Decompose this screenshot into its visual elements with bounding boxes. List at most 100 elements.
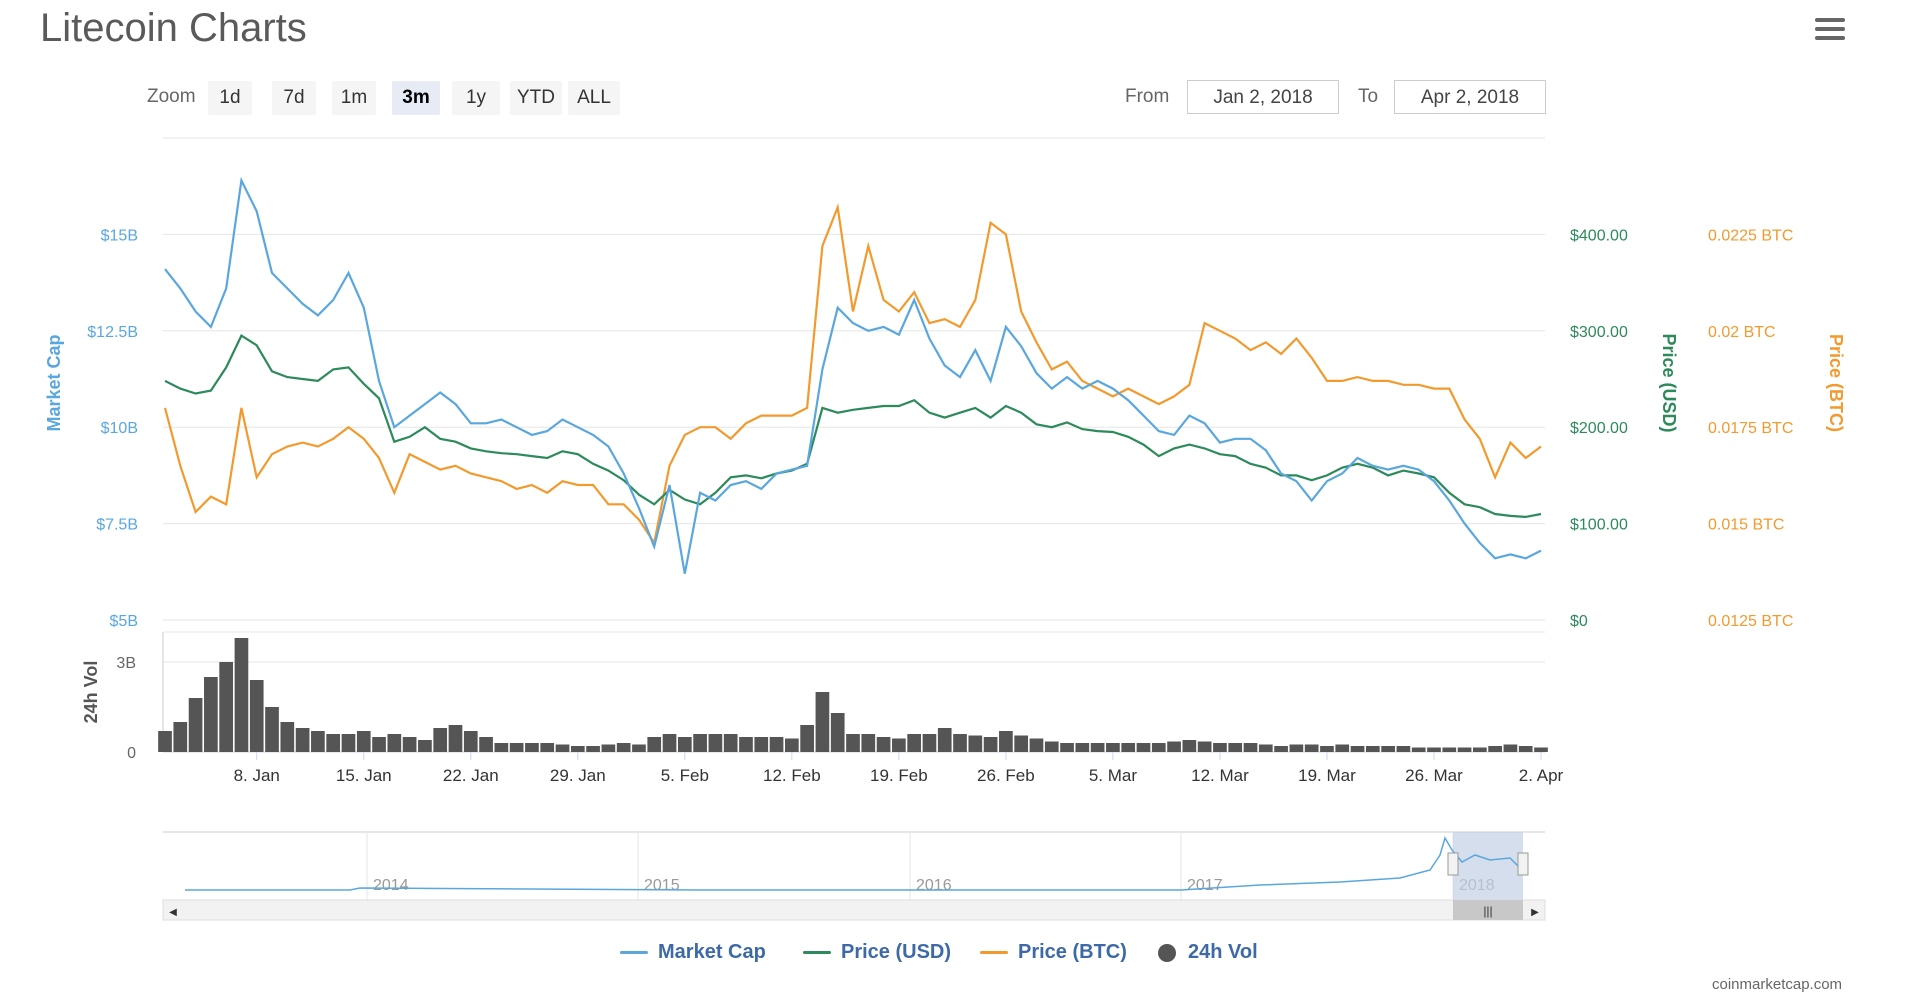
volume-bar — [922, 734, 937, 752]
volume-bar — [280, 722, 295, 752]
volume-bar — [785, 738, 799, 752]
volume-bar — [418, 740, 432, 752]
x-tick-label: 19. Mar — [1298, 766, 1356, 785]
x-tick-label: 26. Mar — [1405, 766, 1463, 785]
volume-bar — [356, 731, 371, 752]
volume-bar — [448, 725, 463, 752]
from-label: From — [1125, 86, 1170, 107]
volume-bar — [463, 731, 478, 752]
credit-link[interactable]: coinmarketcap.com — [1712, 976, 1843, 993]
y-tick-price-usd: $200.00 — [1570, 420, 1628, 437]
legend-price-usd-label: Price (USD) — [841, 941, 952, 963]
volume-bar — [1457, 747, 1472, 752]
volume-bar — [402, 737, 417, 752]
legend-volume-label: 24h Vol — [1188, 941, 1258, 963]
zoom-3m-button[interactable]: 3m — [392, 81, 440, 115]
legend-price-btc-label: Price (BTC) — [1018, 941, 1127, 963]
volume-bar — [830, 713, 845, 752]
volume-bar — [937, 728, 952, 752]
volume-bar — [1243, 743, 1258, 752]
zoom-7d-button[interactable]: 7d — [272, 81, 316, 115]
zoom-1d-button[interactable]: 1d — [208, 81, 252, 115]
to-date-input[interactable]: Apr 2, 2018 — [1394, 80, 1546, 114]
volume-bar — [295, 728, 310, 752]
x-tick-label: 22. Jan — [443, 766, 499, 785]
scrollbar-thumb — [1453, 900, 1523, 920]
zoom-all-button[interactable]: ALL — [568, 81, 620, 115]
volume-bar — [968, 735, 983, 752]
y-tick-price-usd: $300.00 — [1570, 324, 1628, 341]
volume-bar — [1136, 743, 1151, 752]
x-tick-label: 12. Mar — [1191, 766, 1249, 785]
volume-bar — [1289, 744, 1304, 752]
volume-bar — [861, 734, 876, 752]
zoom-ytd-button[interactable]: YTD — [510, 81, 562, 115]
volume-bar — [708, 734, 723, 752]
volume-bar — [158, 731, 172, 752]
volume-bar — [1320, 746, 1334, 752]
series-price-usd-line — [164, 334, 1542, 519]
y-axis-title-market-cap: Market Cap — [44, 334, 64, 431]
zoom-1y-button[interactable]: 1y — [452, 81, 500, 115]
legend-item-volume[interactable]: 24h Vol — [1158, 941, 1258, 964]
volume-bar — [234, 638, 249, 752]
navigator-series-line — [185, 836, 1523, 891]
navigator-selection — [1453, 832, 1523, 900]
y-axis-title-price-usd: Price (USD) — [1659, 333, 1679, 432]
volume-bar — [1304, 744, 1319, 752]
volume-bar — [1473, 747, 1487, 752]
volume-bar — [953, 734, 967, 752]
y-tick-market-cap: $15B — [101, 227, 138, 244]
volume-bar — [693, 734, 707, 752]
series-price-btc-line — [163, 203, 1542, 546]
volume-bar — [1350, 746, 1365, 752]
volume-bar — [1488, 746, 1502, 752]
y-tick-price-btc: 0.0125 BTC — [1708, 613, 1793, 630]
volume-bar — [1213, 743, 1227, 752]
y-tick-market-cap: $12.5B — [87, 324, 138, 341]
arrow-left-icon: ◀ — [169, 907, 177, 918]
volume-bar — [723, 734, 738, 752]
volume-bar — [1197, 741, 1212, 752]
volume-bar — [509, 743, 524, 752]
volume-bar — [1090, 743, 1105, 752]
volume-bar — [632, 744, 646, 752]
volume-bar — [311, 731, 325, 752]
volume-bar — [1228, 743, 1243, 752]
y-tick-price-usd: $100.00 — [1570, 517, 1628, 534]
volume-bar — [1503, 744, 1518, 752]
volume-bar — [907, 734, 921, 752]
legend-item-price-btc[interactable]: Price (BTC) — [980, 941, 1127, 964]
arrow-right-icon: ▶ — [1531, 907, 1539, 918]
volume-bar — [769, 737, 784, 752]
volume-bar — [1381, 746, 1395, 752]
volume-bar — [204, 677, 218, 752]
legend-item-price-usd[interactable]: Price (USD) — [803, 941, 951, 964]
x-tick-label: 2. Apr — [1519, 766, 1564, 785]
x-tick-label: 5. Mar — [1089, 766, 1138, 785]
volume-bar — [983, 737, 998, 752]
zoom-1m-button[interactable]: 1m — [332, 81, 376, 115]
scrollbar-track — [162, 899, 1546, 921]
volume-bar — [815, 692, 830, 752]
hamburger-menu-icon[interactable] — [1815, 18, 1845, 40]
legend-item-market-cap[interactable]: Market Cap — [620, 941, 766, 964]
volume-bar — [433, 728, 448, 752]
y-tick-price-usd: $400.00 — [1570, 227, 1628, 244]
volume-bar — [999, 731, 1013, 752]
volume-bar — [1442, 747, 1457, 752]
y-tick-price-btc: 0.0225 BTC — [1708, 227, 1793, 244]
series-market-cap-line — [164, 176, 1542, 574]
legend-market-cap-label: Market Cap — [658, 941, 766, 963]
x-tick-label: 29. Jan — [550, 766, 606, 785]
to-label: To — [1358, 86, 1379, 107]
volume-bar — [739, 737, 753, 752]
volume-bar — [1411, 747, 1426, 752]
volume-bar — [1182, 740, 1197, 752]
y-tick-market-cap: $10B — [101, 420, 138, 437]
volume-bar — [1534, 747, 1548, 752]
volume-bar — [1121, 743, 1136, 752]
volume-bar — [1274, 746, 1288, 752]
volume-bar — [892, 738, 906, 752]
from-date-input[interactable]: Jan 2, 2018 — [1187, 80, 1339, 114]
